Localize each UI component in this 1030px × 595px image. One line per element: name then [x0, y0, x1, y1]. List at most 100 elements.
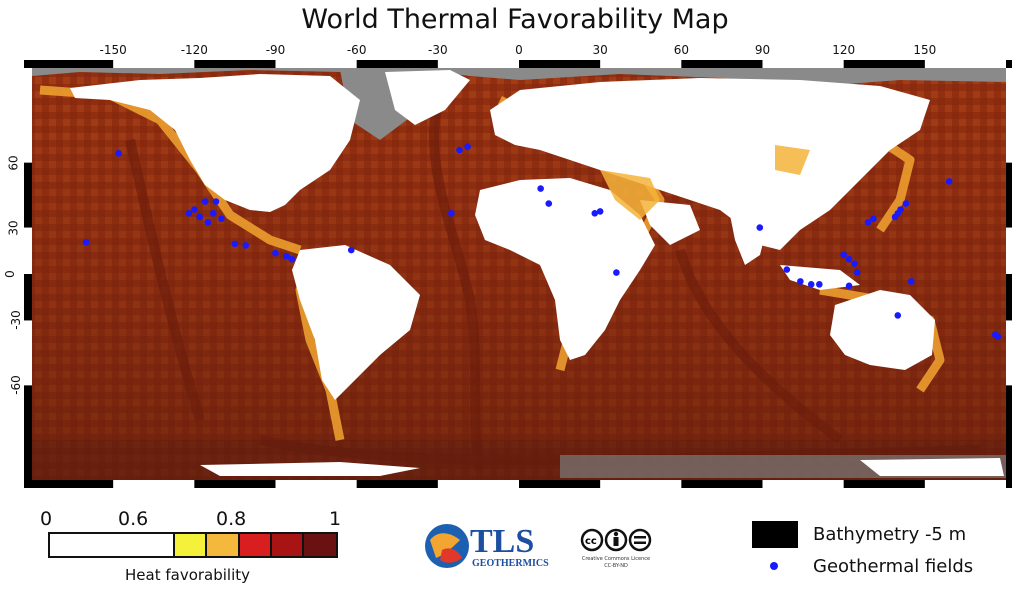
frame-segment — [275, 480, 357, 488]
geothermal-field-dot — [851, 260, 858, 267]
map-title: World Thermal Favorability Map — [301, 4, 729, 35]
geothermal-field-dot — [807, 281, 815, 288]
scale-label-0: 0 — [40, 508, 53, 530]
geothermal-field-dot — [209, 209, 217, 217]
geothermal-field-dot — [853, 269, 861, 276]
longitude-tick-label: 120 — [832, 43, 856, 57]
scale-label-1: 1 — [329, 508, 342, 530]
geothermal-field-dot — [613, 269, 620, 276]
geothermal-field-dot — [596, 208, 604, 215]
geothermal-label: Geothermal fields — [813, 556, 974, 577]
geothermal-field-dot — [994, 333, 1002, 340]
frame-segment — [600, 60, 682, 68]
frame-segment — [1006, 68, 1012, 163]
geothermal-field-dot — [448, 209, 455, 217]
latitude-tick-label: 30 — [6, 219, 21, 236]
longitude-tick-label: -60 — [346, 43, 367, 57]
geothermal-field-dot — [894, 312, 902, 319]
scale-label-0.6: 0.6 — [118, 508, 149, 530]
geothermal-field-dot — [845, 255, 853, 263]
colorbar-segment — [205, 534, 238, 556]
africa — [475, 178, 655, 360]
geothermal-field-dot — [185, 209, 193, 217]
geothermal-field-dot — [591, 209, 599, 217]
license-line-2: CC-BY-ND — [604, 563, 628, 569]
license-line-1: Creative Commons Licence — [582, 556, 650, 562]
logo-brand: TLS — [470, 523, 534, 560]
frame-segment — [24, 68, 32, 163]
frame-segment — [437, 480, 519, 488]
south-america — [292, 245, 420, 400]
heat-favorability-caption: Heat favorability — [125, 566, 251, 584]
geothermal-field-dot — [464, 143, 471, 150]
colorbar-segment — [237, 534, 270, 556]
logo-subbrand: GEOTHERMICS — [472, 558, 549, 569]
longitude-tick-label: 60 — [673, 43, 689, 57]
geothermal-dot-icon — [770, 562, 778, 570]
geothermal-field-dot — [204, 219, 212, 226]
frame-segment — [113, 60, 195, 68]
colorbar-segment — [50, 534, 173, 556]
greenland — [385, 70, 470, 125]
frame-segment — [924, 480, 1006, 488]
geothermal-field-dot — [902, 200, 910, 207]
geothermal-field-dot — [231, 240, 239, 248]
geothermal-fields-layer — [82, 143, 1002, 340]
geothermal-field-dot — [115, 150, 122, 157]
latitude-tick-label: -30 — [8, 310, 23, 331]
geothermal-field-dot — [242, 242, 250, 249]
frame-segment — [1006, 320, 1012, 386]
geothermal-field-dot — [288, 255, 296, 263]
longitude-tick-label: -120 — [180, 43, 208, 57]
geothermal-field-dot — [201, 198, 209, 205]
geothermal-field-dot — [537, 185, 544, 192]
cc-license-icons: cc — [580, 528, 652, 552]
eurasia — [490, 78, 930, 250]
geothermal-field-dot — [845, 282, 853, 290]
svg-text:cc: cc — [585, 536, 597, 547]
geothermal-field-dot — [196, 213, 204, 221]
geothermal-field-dot — [272, 249, 279, 257]
land-masses — [70, 70, 1004, 476]
geothermal-field-dot — [908, 278, 915, 285]
frame-segment — [924, 60, 1006, 68]
frame-segment — [1006, 227, 1012, 274]
colorbar-segment — [173, 534, 206, 556]
latitude-tick-label: 60 — [6, 155, 21, 171]
geothermal-field-dot — [870, 215, 877, 223]
frame-segment — [762, 60, 844, 68]
latitude-tick-label: -60 — [8, 375, 23, 396]
north-america — [70, 74, 360, 212]
world-map — [24, 60, 1012, 488]
longitude-tick-label: 90 — [754, 43, 771, 57]
heat-favorability-colorbar — [48, 532, 338, 558]
geothermal-field-dot — [897, 206, 904, 213]
geothermal-field-dot — [347, 246, 355, 254]
mid-ocean-ridges — [125, 93, 981, 471]
geothermal-field-dot — [840, 251, 847, 258]
longitude-tick-label: -30 — [428, 43, 448, 57]
geothermal-field-dot — [82, 238, 90, 246]
scale-label-0.8: 0.8 — [216, 508, 247, 530]
geothermal-field-dot — [545, 200, 553, 207]
geothermal-field-dot — [945, 178, 953, 185]
latitude-tick-label: 0 — [2, 270, 17, 278]
geothermal-field-dot — [797, 278, 804, 285]
geothermal-field-dot — [191, 206, 198, 213]
colorbar-segment — [302, 534, 336, 556]
frame-segment — [275, 60, 357, 68]
frame-segment — [762, 480, 844, 488]
geothermal-field-dot — [783, 266, 791, 273]
frame-segment — [437, 60, 519, 68]
longitude-tick-label: 150 — [913, 43, 937, 57]
longitude-tick-label: 0 — [515, 43, 523, 57]
bathymetry-swatch — [752, 521, 798, 548]
geothermal-field-dot — [283, 252, 290, 260]
frame-segment — [600, 480, 682, 488]
colorbar-segment — [269, 534, 303, 556]
geothermal-field-dot — [456, 146, 463, 154]
longitude-tick-label: -90 — [265, 43, 286, 57]
geothermal-field-dot — [212, 198, 220, 205]
longitude-tick-label: 30 — [592, 43, 608, 57]
geothermal-field-dot — [864, 219, 872, 226]
